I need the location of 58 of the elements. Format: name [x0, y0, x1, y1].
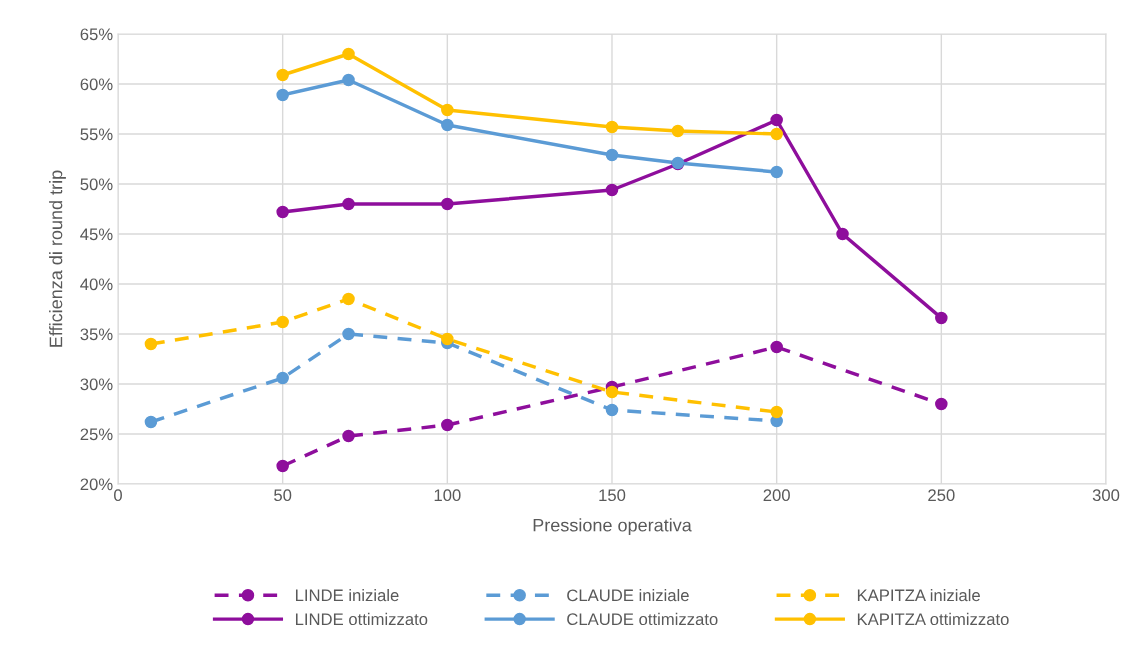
point: [441, 332, 454, 346]
y-tick-label: 35%: [80, 328, 113, 341]
legend-label: KAPITZA iniziale: [857, 589, 980, 602]
legend-label: CLAUDE ottimizzato: [567, 612, 718, 626]
point: [770, 113, 783, 127]
legend-label: KAPITZA ottimizzato: [857, 612, 1009, 626]
point: [441, 118, 454, 132]
legend-label: CLAUDE iniziale: [567, 589, 689, 602]
point: [441, 418, 454, 432]
x-tick-label: 150: [599, 489, 626, 502]
y-tick-label: 40%: [80, 278, 113, 291]
x-tick-label: 200: [763, 489, 790, 502]
x-axis-title: Pressione operativa: [533, 518, 692, 536]
point: [144, 415, 158, 429]
point: [935, 311, 948, 325]
y-tick-label: 60%: [80, 78, 113, 91]
y-tick-label: 20%: [80, 478, 113, 491]
point: [276, 68, 289, 82]
point: [605, 183, 619, 197]
y-tick-label: 55%: [80, 128, 113, 141]
point: [342, 327, 355, 341]
point: [441, 103, 454, 117]
point: [671, 124, 685, 138]
point: [276, 88, 289, 102]
point: [276, 371, 289, 385]
legend-label: LINDE ottimizzato: [295, 612, 428, 626]
point: [342, 73, 355, 87]
point: [605, 385, 619, 399]
legend-label: LINDE iniziale: [295, 589, 399, 602]
point: [605, 148, 619, 162]
point: [276, 315, 289, 329]
point: [441, 197, 454, 211]
y-tick-label: 30%: [80, 378, 113, 391]
y-tick-label: 65%: [80, 28, 113, 41]
x-tick-label: 250: [928, 489, 955, 502]
point: [342, 197, 355, 211]
point: [144, 337, 158, 351]
point: [770, 340, 783, 354]
point: [605, 403, 619, 417]
point: [342, 429, 355, 443]
point: [935, 397, 948, 411]
x-tick-label: 300: [1092, 489, 1120, 502]
point: [770, 405, 783, 419]
point: [342, 292, 355, 306]
point: [342, 47, 355, 61]
x-tick-label: 100: [434, 489, 461, 502]
point: [605, 120, 619, 134]
x-tick-label: 0: [114, 489, 122, 502]
y-tick-label: 45%: [80, 228, 113, 241]
point: [836, 227, 849, 241]
y-axis-title: Efficienza di round trip: [49, 170, 66, 347]
x-tick-label: 50: [274, 489, 292, 502]
point: [276, 459, 289, 473]
point: [276, 205, 289, 219]
y-tick-label: 50%: [80, 178, 113, 191]
point: [770, 127, 783, 141]
y-tick-label: 25%: [80, 428, 113, 441]
point: [770, 165, 783, 179]
